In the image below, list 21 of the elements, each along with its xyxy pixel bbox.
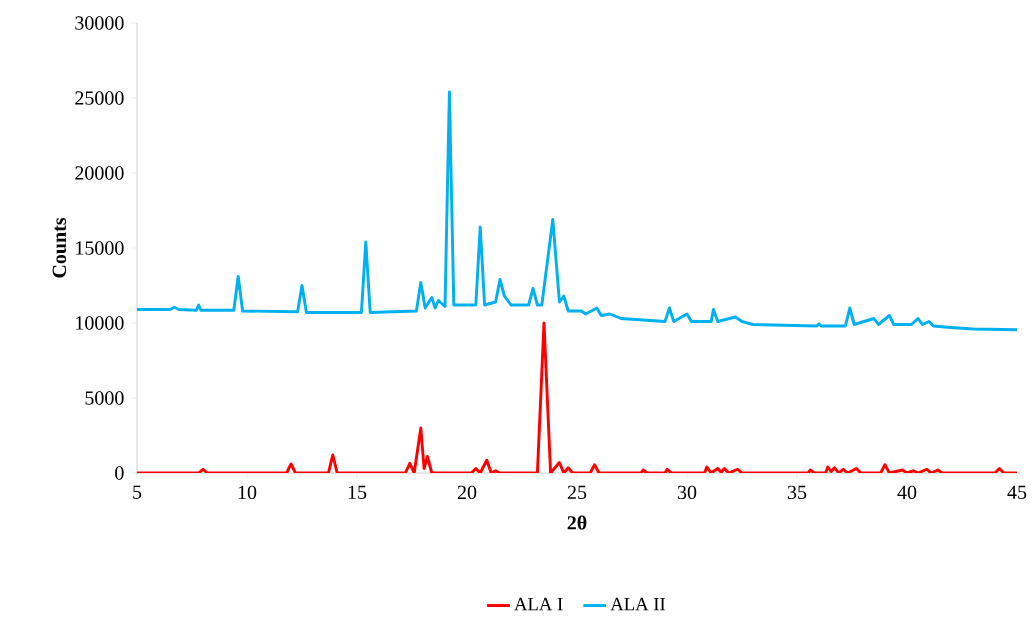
- line-series: [137, 90, 1018, 332]
- x-tick-label: 10: [238, 485, 257, 500]
- y-tick-label: 10000: [76, 316, 124, 330]
- x-tick-label: 35: [787, 485, 807, 500]
- x-tick-label: 5: [133, 485, 142, 499]
- y-axis-title: Counts: [52, 217, 67, 278]
- x-tick-label: 25: [567, 485, 587, 500]
- x-tick-label: 30: [677, 485, 697, 500]
- x-tick-label: 40: [897, 485, 917, 500]
- legend-label: ALA II: [610, 597, 666, 611]
- y-tick-label: 30000: [75, 16, 124, 30]
- x-tick-label: 20: [457, 485, 477, 500]
- y-tick-label: 25000: [75, 91, 124, 105]
- x-tick-label: 45: [1007, 485, 1027, 499]
- y-tick-label: 0: [115, 466, 124, 480]
- y-tick-label: 20000: [75, 166, 124, 180]
- legend-label: ALA I: [514, 597, 563, 611]
- x-axis-title: 2θ: [567, 515, 587, 530]
- y-tick-label: 15000: [76, 241, 124, 255]
- x-tick-label: 15: [348, 485, 367, 500]
- y-tick-label: 5000: [85, 391, 124, 405]
